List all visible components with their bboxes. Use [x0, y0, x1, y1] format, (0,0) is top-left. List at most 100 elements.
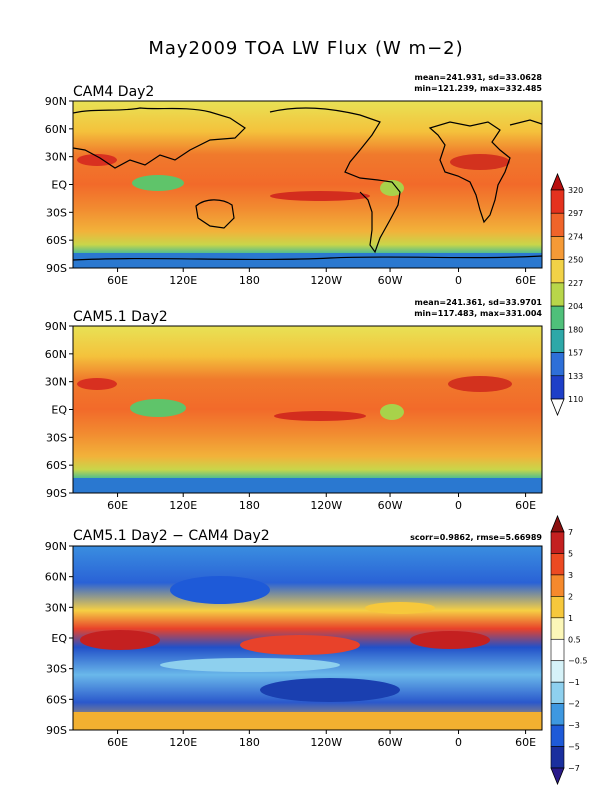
cbar-field-label-8: 133	[568, 372, 583, 381]
stats-diff: scorr=0.9862, rmse=5.66989	[330, 532, 542, 543]
cbar-diff-label-3: 2	[568, 592, 573, 601]
lat-label-cam4-0: 90N	[45, 95, 67, 108]
cbar-field-bottom-arrow	[550, 398, 565, 417]
stats-cam4: mean=241.931, sd=33.0628 min=121.239, ma…	[330, 72, 542, 94]
lat-label-diff-1: 60N	[45, 571, 67, 584]
amazon-low-cam5	[380, 404, 404, 420]
cbar-diff-label-8: −2	[568, 700, 580, 709]
warm-pool-low-cam5	[130, 399, 186, 417]
cbar-diff-label-1: 5	[568, 549, 573, 558]
cbar-field-segment-6	[550, 329, 565, 353]
cbar-diff-segment-3	[550, 596, 565, 619]
cbar-field-label-4: 227	[568, 279, 583, 288]
panel-cam4-map	[72, 100, 543, 269]
field-features-cam5	[73, 376, 542, 493]
cbar-diff-segment-1	[550, 553, 565, 576]
cbar-field-label-2: 274	[568, 232, 583, 241]
cbar-field-label-5: 204	[568, 302, 583, 311]
pacific-hot-band-cam4	[270, 191, 370, 201]
colorbar-diff: 7 5 3 2 1 0.5 −0.5 −1 −2 −3 −5 −7	[550, 514, 587, 786]
cbar-diff-segment-7	[550, 681, 565, 704]
lon-label-cam4-0: 60E	[107, 274, 128, 287]
diff-pos-atlantic	[410, 631, 490, 649]
cbar-diff-label-5: 0.5	[568, 635, 581, 644]
cbar-diff-label-6: −0.5	[568, 657, 587, 666]
cbar-diff-segment-2	[550, 574, 565, 597]
sahara-hot-cam4	[450, 154, 510, 170]
lat-label-cam5-4: 30S	[46, 431, 67, 444]
cbar-diff-segment-8	[550, 703, 565, 726]
lon-label-cam5-6: 60E	[515, 499, 536, 512]
stats-cam5: mean=241.361, sd=33.9701 min=117.483, ma…	[330, 297, 542, 319]
lat-label-diff-4: 30S	[46, 663, 67, 676]
cbar-field-segment-3	[550, 259, 565, 284]
lon-label-cam5-1: 120E	[169, 499, 197, 512]
diff-antarctic-band	[73, 712, 542, 730]
panel-diff-map	[72, 545, 543, 731]
stats-diff-line1: scorr=0.9862, rmse=5.66989	[410, 533, 542, 542]
lat-label-cam4-2: 30N	[45, 151, 67, 164]
cbar-diff-label-2: 3	[568, 571, 573, 580]
lat-label-cam5-1: 60N	[45, 348, 67, 361]
lon-label-cam4-2: 180	[239, 274, 260, 287]
cbar-field-segment-4	[550, 282, 565, 307]
cbar-field-segment-5	[550, 305, 565, 330]
lat-label-diff-2: 30N	[45, 601, 67, 614]
stats-cam4-line1: mean=241.931, sd=33.0628	[414, 73, 542, 82]
cbar-diff-segment-5	[550, 638, 565, 662]
stats-cam5-line1: mean=241.361, sd=33.9701	[414, 298, 542, 307]
cbar-field-label-7: 157	[568, 349, 583, 358]
lon-label-diff-1: 120E	[169, 736, 197, 749]
diff-pos-indian	[80, 630, 160, 650]
cbar-field-label-6: 180	[568, 325, 583, 334]
lon-label-cam4-5: 0	[455, 274, 462, 287]
cbar-diff-top-arrow	[550, 514, 565, 533]
diff-yellow-patch	[365, 602, 435, 614]
axes-layer: 90N 60N 30N EQ 30S 60S 90S 60E 120E 180 120W 60W 0 60…	[45, 95, 536, 749]
panel-cam5-map	[72, 325, 543, 494]
cbar-field-segment-7	[550, 352, 565, 377]
panel-title-diff: CAM5.1 Day2 − CAM4 Day2	[73, 528, 270, 544]
diff-neg-north	[170, 576, 270, 604]
cbar-diff-label-4: 1	[568, 614, 573, 623]
lon-label-diff-4: 60W	[378, 736, 403, 749]
lon-label-diff-2: 180	[239, 736, 260, 749]
cbar-field-top-arrow	[550, 172, 565, 191]
warm-pool-low-cam4	[132, 175, 184, 191]
cbar-diff-segment-10	[550, 746, 565, 769]
lon-label-diff-3: 120W	[310, 736, 342, 749]
cbar-diff-label-7: −1	[568, 678, 580, 687]
colorbar-field: 320 297 274 250 227 204 180 157 133 110	[550, 172, 583, 417]
stats-cam4-line2: min=121.239, max=332.485	[414, 84, 542, 93]
lat-label-cam4-5: 60S	[46, 234, 67, 247]
cbar-field-label-1: 297	[568, 209, 583, 218]
figure-title: May2009 TOA LW Flux (W m−2)	[148, 38, 464, 59]
lat-label-diff-5: 60S	[46, 693, 67, 706]
cbar-field-segment-8	[550, 375, 565, 400]
panel-title-cam5: CAM5.1 Day2	[73, 309, 168, 325]
diff-neg-south	[260, 678, 400, 702]
sahara-hot-cam5	[448, 376, 512, 392]
cbar-diff-label-9: −3	[568, 721, 580, 730]
cbar-field-segment-2	[550, 236, 565, 260]
lat-label-cam4-4: 30S	[46, 206, 67, 219]
lon-label-cam5-2: 180	[239, 499, 260, 512]
pacific-hot-band-cam5	[274, 411, 366, 421]
lat-label-cam5-0: 90N	[45, 320, 67, 333]
cbar-field-segment-0	[550, 189, 565, 214]
lon-label-diff-0: 60E	[107, 736, 128, 749]
stats-cam5-line2: min=117.483, max=331.004	[414, 309, 542, 318]
cbar-field-segment-1	[550, 212, 565, 237]
cbar-field-label-3: 250	[568, 256, 583, 265]
cbar-diff-label-10: −5	[568, 743, 580, 752]
lat-label-cam4-3: EQ	[51, 179, 67, 192]
lat-label-diff-6: 90S	[46, 724, 67, 737]
lon-label-diff-5: 0	[455, 736, 462, 749]
lat-label-diff-3: EQ	[51, 632, 67, 645]
cbar-diff-segment-0	[550, 531, 565, 554]
field-features-diff	[73, 576, 542, 730]
cbar-diff-label-0: 7	[568, 528, 573, 537]
lon-label-cam4-4: 60W	[378, 274, 403, 287]
lat-label-diff-0: 90N	[45, 540, 67, 553]
